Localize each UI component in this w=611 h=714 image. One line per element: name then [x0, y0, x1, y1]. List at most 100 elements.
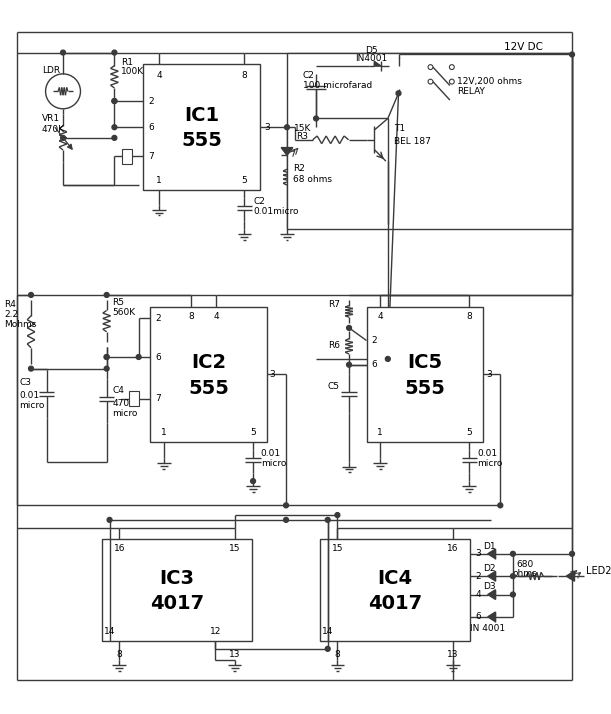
Circle shape	[569, 52, 574, 57]
Text: R6: R6	[327, 341, 340, 350]
Circle shape	[569, 551, 574, 556]
Text: IC1: IC1	[184, 106, 219, 125]
Text: 3: 3	[475, 549, 481, 558]
Circle shape	[112, 125, 117, 130]
Text: C2: C2	[302, 71, 315, 80]
Bar	[144, 64, 260, 190]
Circle shape	[510, 574, 515, 578]
Text: LED2: LED2	[585, 566, 611, 576]
Circle shape	[107, 518, 112, 523]
Text: C3: C3	[20, 378, 31, 387]
Circle shape	[428, 65, 433, 69]
Circle shape	[60, 136, 65, 140]
Text: 15K: 15K	[294, 124, 311, 133]
Text: 555: 555	[404, 378, 445, 398]
Circle shape	[104, 293, 109, 297]
Text: micro: micro	[112, 408, 138, 418]
Circle shape	[284, 518, 288, 523]
Text: 555: 555	[181, 131, 222, 150]
Text: 680: 680	[516, 560, 533, 569]
Circle shape	[510, 592, 515, 597]
Text: 7: 7	[148, 152, 154, 161]
Circle shape	[428, 79, 433, 84]
Circle shape	[346, 362, 351, 367]
Text: 0.01micro: 0.01micro	[253, 207, 299, 216]
Text: 2: 2	[371, 336, 377, 345]
Polygon shape	[488, 590, 496, 599]
Text: 15: 15	[332, 545, 343, 553]
Polygon shape	[375, 61, 381, 66]
Text: 2: 2	[148, 96, 154, 106]
Text: T1: T1	[393, 124, 404, 133]
Circle shape	[325, 518, 330, 523]
Text: 2.2: 2.2	[4, 310, 18, 319]
Text: 100 microfarad: 100 microfarad	[302, 81, 371, 90]
Text: 3: 3	[265, 123, 271, 131]
Text: R4: R4	[4, 300, 16, 309]
Circle shape	[510, 551, 515, 556]
Text: IC5: IC5	[407, 353, 442, 372]
Circle shape	[104, 366, 109, 371]
Text: IN 4001: IN 4001	[470, 624, 505, 633]
Text: 0.01: 0.01	[261, 449, 281, 458]
Text: micro: micro	[20, 401, 45, 410]
Circle shape	[112, 136, 117, 140]
Text: IN4001: IN4001	[355, 54, 387, 63]
Text: VR1: VR1	[42, 114, 60, 123]
Text: 1: 1	[161, 428, 167, 437]
Text: 3: 3	[486, 370, 491, 379]
Text: 16: 16	[447, 545, 458, 553]
Text: 13: 13	[229, 650, 240, 659]
Text: 8: 8	[241, 71, 247, 80]
Text: C2: C2	[253, 197, 265, 206]
Polygon shape	[488, 612, 496, 622]
Text: 1: 1	[156, 176, 162, 185]
Text: 6: 6	[148, 123, 154, 131]
Text: RELAY: RELAY	[456, 87, 485, 96]
Text: LDR: LDR	[42, 66, 60, 74]
Text: IC4: IC4	[378, 569, 412, 588]
Text: 4: 4	[213, 312, 219, 321]
Text: 15: 15	[229, 545, 240, 553]
Text: D3: D3	[483, 583, 496, 591]
Circle shape	[346, 326, 351, 331]
Circle shape	[251, 478, 255, 483]
Circle shape	[60, 50, 65, 55]
Text: 4017: 4017	[368, 594, 422, 613]
Bar	[287, 53, 572, 229]
Text: 16: 16	[114, 545, 125, 553]
Circle shape	[498, 503, 503, 508]
Text: 12: 12	[210, 627, 221, 636]
Text: C4: C4	[112, 386, 125, 396]
Text: IC3: IC3	[159, 569, 194, 588]
Circle shape	[335, 513, 340, 518]
Text: 1: 1	[377, 428, 383, 437]
Circle shape	[112, 99, 117, 104]
Text: 7: 7	[155, 394, 161, 403]
Text: Mohms: Mohms	[4, 320, 36, 328]
Text: 12V DC: 12V DC	[504, 41, 543, 51]
Text: 2: 2	[475, 572, 481, 580]
Text: 6: 6	[475, 613, 481, 621]
Text: R3: R3	[296, 132, 309, 141]
Text: 12V,200 ohms: 12V,200 ohms	[456, 77, 522, 86]
Circle shape	[46, 74, 81, 109]
Text: 8: 8	[466, 312, 472, 321]
Text: 2: 2	[155, 313, 161, 323]
Text: 6: 6	[155, 353, 161, 361]
Bar	[122, 149, 132, 164]
Text: D5: D5	[365, 46, 378, 55]
Text: 5: 5	[466, 428, 472, 437]
Text: micro: micro	[261, 459, 286, 468]
Text: C5: C5	[327, 381, 340, 391]
Polygon shape	[281, 148, 293, 156]
Bar	[102, 539, 252, 641]
Circle shape	[386, 356, 390, 361]
Polygon shape	[488, 571, 496, 581]
Text: 68 ohms: 68 ohms	[293, 175, 332, 184]
Circle shape	[104, 355, 109, 359]
Text: 555: 555	[188, 378, 229, 398]
Text: R5: R5	[112, 298, 125, 307]
Text: 6: 6	[371, 361, 377, 369]
Circle shape	[450, 79, 454, 84]
